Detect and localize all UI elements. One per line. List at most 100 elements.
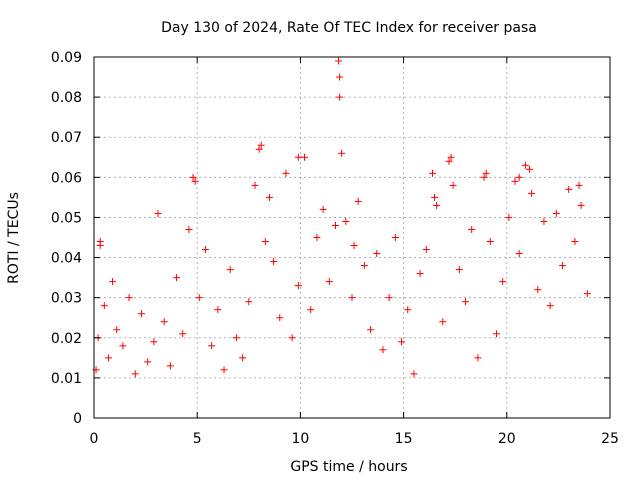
data-point [391,234,399,241]
data-point [313,234,321,241]
y-tick-label: 0.04 [51,251,82,267]
y-tick-label: 0.03 [51,291,82,307]
y-tick-label: 0.08 [51,90,82,106]
data-point [559,262,567,270]
data-point [335,57,343,65]
data-point [505,213,513,221]
data-point [428,169,436,177]
data-point [546,302,554,310]
data-point [160,318,168,326]
data-point [338,149,346,157]
data-point [515,173,523,181]
plot-frame [93,56,611,419]
data-point [104,354,112,362]
data-point [125,294,133,302]
data-point [255,145,263,153]
data-point [113,326,121,334]
data-point [282,169,290,177]
data-point [511,177,519,185]
data-point [571,238,579,246]
data-point [191,177,199,185]
data-point [410,370,418,378]
x-tick-label: 25 [601,431,619,447]
data-point [96,238,104,246]
data-point [166,362,174,370]
data-point [154,209,162,217]
data-point [270,258,278,266]
data-point [526,165,534,173]
data-point [201,246,209,254]
data-point [521,161,529,169]
data-point [552,209,560,217]
data-point [100,302,108,310]
data-point [468,225,476,233]
data-point [360,262,368,270]
data-point [319,205,327,213]
data-point [447,153,455,161]
axis-ticks: 0 5 10 15 20 25 0 0.01 0.02 0.03 0.04 0.05 0.06 0.07 0… [51,50,619,447]
data-point [449,181,457,189]
data-point [173,274,181,282]
data-point [492,330,500,338]
data-point [431,193,439,201]
data-point [350,242,358,250]
data-point [439,318,447,326]
data-point [373,250,381,258]
y-tick-label: 0.02 [51,331,82,347]
x-axis-label: GPS time / hours [290,459,407,475]
y-tick-label: 0.01 [51,371,82,387]
data-point [189,173,197,181]
data-point [385,294,393,302]
data-point [239,354,247,362]
y-tick-label: 0.07 [51,130,82,146]
x-tick-label: 0 [90,431,99,447]
data-point [404,306,412,314]
data-point [109,278,117,286]
data-point [354,197,362,205]
data-point [185,225,193,233]
x-tick-label: 20 [498,431,516,447]
data-point [480,173,488,181]
y-axis-label: ROTI / TECUs [6,192,22,284]
data-point [261,238,269,246]
data-point [137,310,145,318]
data-point [265,193,273,201]
x-tick-label: 10 [291,431,309,447]
y-tick-label: 0 [73,411,82,427]
data-point [416,270,424,278]
data-point [499,278,507,286]
data-point [486,238,494,246]
data-point [119,342,127,350]
data-point [226,266,234,274]
data-point [379,346,387,354]
data-point [144,358,152,366]
data-point [342,217,350,225]
data-point [195,294,203,302]
x-tick-label: 15 [395,431,413,447]
data-point [220,366,228,374]
data-point [294,282,302,290]
data-point [288,334,296,342]
data-point [455,266,463,274]
grid-lines [94,57,610,418]
data-point [540,217,548,225]
data-point [331,221,339,229]
data-point [534,286,542,294]
data-point [276,314,284,322]
data-point [577,201,585,209]
y-tick-label: 0.05 [51,210,82,226]
data-point [565,185,573,193]
data-point [131,370,139,378]
data-point [214,306,222,314]
y-tick-label: 0.06 [51,170,82,186]
data-point [398,338,406,346]
data-point [528,189,536,197]
data-point [367,326,375,334]
data-point [232,334,240,342]
data-point [482,169,490,177]
data-point [179,330,187,338]
data-point [422,246,430,254]
y-tick-label: 0.09 [51,50,82,66]
data-point [245,298,253,306]
data-point [445,157,453,165]
